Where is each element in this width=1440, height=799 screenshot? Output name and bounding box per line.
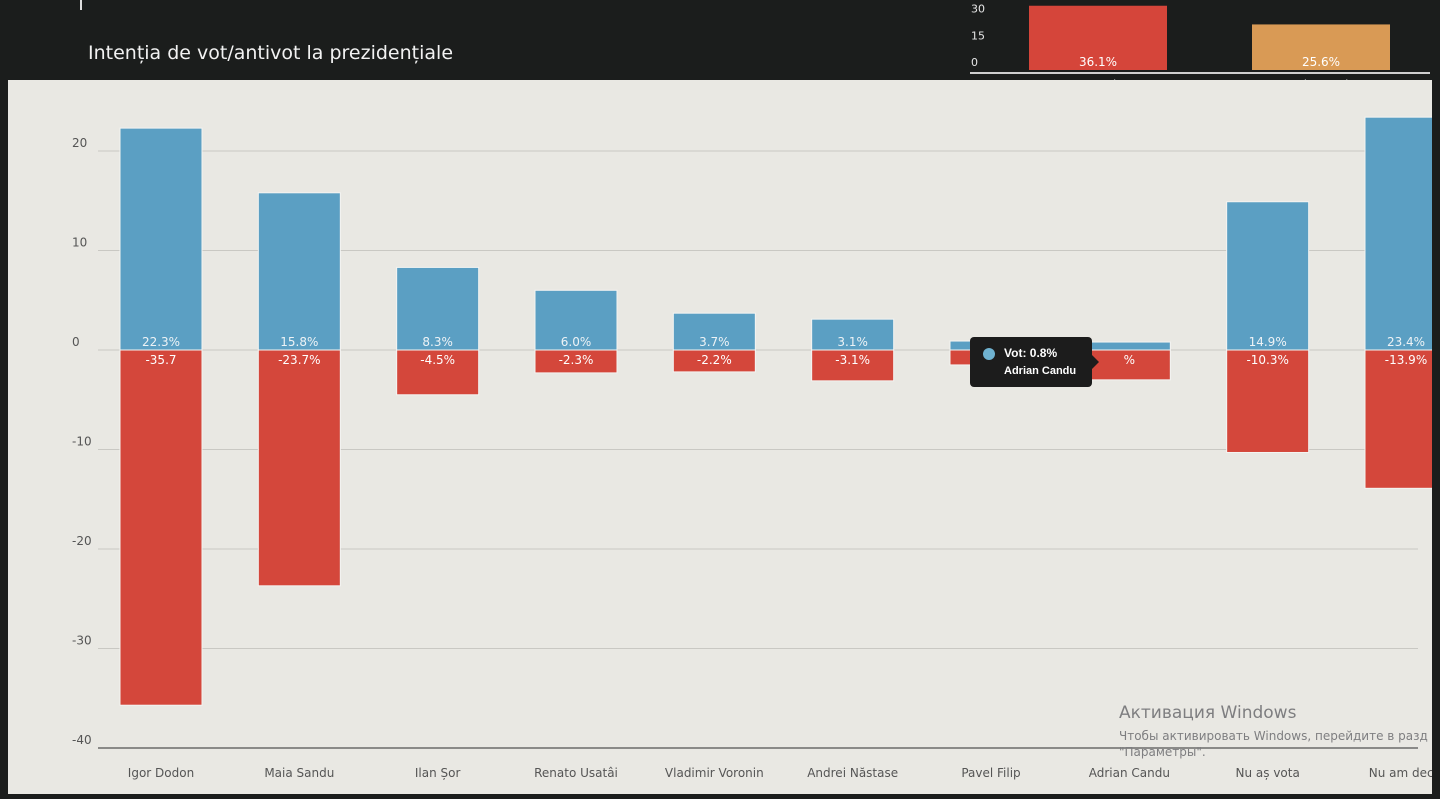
vote-bar bbox=[396, 266, 480, 351]
series-color-dot bbox=[983, 348, 995, 360]
vote-data-label: 22.3% bbox=[142, 335, 180, 349]
vote-bar bbox=[257, 192, 341, 351]
vote-antivote-chart: 20 10 0 -10 -20 -30 -40 22.3% -35.7 Igor Dodon 15.… bbox=[72, 116, 1440, 780]
x-tick-label: Renato Usatâi bbox=[534, 766, 618, 780]
antivote-bar bbox=[1226, 349, 1310, 453]
antivote-data-label: -2.3% bbox=[559, 353, 594, 367]
chart-tooltip: Vot: 0.8% Adrian Candu bbox=[970, 337, 1099, 387]
mini-bar bbox=[1252, 24, 1390, 70]
x-tick-label: Ilan Șor bbox=[415, 766, 461, 780]
x-tick-label: Andrei Năstase bbox=[807, 766, 898, 780]
vote-data-label: 15.8% bbox=[280, 335, 318, 349]
vote-data-label: 6.0% bbox=[561, 335, 592, 349]
antivote-data-label: -4.5% bbox=[420, 353, 455, 367]
antivote-data-label: -3.1% bbox=[835, 353, 870, 367]
antivote-bar bbox=[672, 349, 756, 373]
antivote-bar bbox=[396, 349, 480, 396]
vote-data-label: 23.4% bbox=[1387, 335, 1425, 349]
vote-bar bbox=[1087, 341, 1171, 351]
y-tick-label: -20 bbox=[72, 534, 92, 548]
antivote-data-label: -35.7 bbox=[145, 353, 176, 367]
antivote-data-label: -2.2% bbox=[697, 353, 732, 367]
vote-bar bbox=[811, 318, 895, 351]
antivote-bar bbox=[119, 349, 203, 706]
watermark-line-2: "Параметры". bbox=[1119, 745, 1206, 759]
y-tick-label: -30 bbox=[72, 634, 92, 648]
vote-data-label: 14.9% bbox=[1249, 335, 1287, 349]
watermark-title: Активация Windows bbox=[1119, 703, 1297, 723]
y-tick-label: -10 bbox=[72, 435, 92, 449]
vote-bar bbox=[119, 127, 203, 351]
watermark-line-1: Чтобы активировать Windows, перейдите в … bbox=[1119, 729, 1428, 743]
vote-data-label: 3.7% bbox=[699, 335, 730, 349]
mini-data-label: 36.1% bbox=[1079, 55, 1117, 69]
vote-bar bbox=[1364, 116, 1440, 351]
vote-bar bbox=[534, 289, 618, 351]
mini-data-label: 25.6% bbox=[1302, 55, 1340, 69]
y-tick-label: -40 bbox=[72, 733, 92, 747]
antivote-data-label: % bbox=[1124, 353, 1135, 367]
mini-bar bbox=[1029, 5, 1167, 71]
x-tick-label: Vladimir Voronin bbox=[665, 766, 764, 780]
windows-activation-watermark: Активация Windows Чтобы активировать Win… bbox=[1119, 703, 1428, 759]
antivote-bar bbox=[257, 349, 341, 587]
tooltip-arrow bbox=[1092, 355, 1099, 369]
mini-y-tick-label: 30 bbox=[971, 3, 985, 16]
antivote-bar bbox=[811, 349, 895, 382]
axis-tick-mark bbox=[80, 0, 82, 10]
mini-y-tick-label: 15 bbox=[971, 29, 985, 42]
antivote-data-label: -10.3% bbox=[1246, 353, 1288, 367]
x-tick-label: Maia Sandu bbox=[264, 766, 334, 780]
antivote-data-label: -13.9% bbox=[1385, 353, 1427, 367]
y-tick-label: 0 bbox=[72, 335, 80, 349]
x-tick-label: Pavel Filip bbox=[961, 766, 1020, 780]
antivote-bar bbox=[534, 349, 618, 374]
y-tick-label: 10 bbox=[72, 236, 87, 250]
vote-bar bbox=[1226, 201, 1310, 351]
x-tick-label: Nu am decis bbox=[1369, 766, 1432, 780]
x-tick-label: Igor Dodon bbox=[128, 766, 194, 780]
vote-data-label: 3.1% bbox=[837, 335, 868, 349]
x-tick-label: Adrian Candu bbox=[1089, 766, 1170, 780]
y-tick-label: 20 bbox=[72, 136, 87, 150]
mini-y-tick-label: 0 bbox=[971, 56, 978, 69]
vote-data-label: 8.3% bbox=[422, 335, 453, 349]
x-tick-label: Nu aș vota bbox=[1236, 766, 1300, 780]
chart-panel: 20 10 0 -10 -20 -30 -40 22.3% -35.7 Igor Dodon 15.… bbox=[8, 80, 1440, 794]
antivote-bar bbox=[1364, 349, 1440, 489]
tooltip-category: Adrian Candu bbox=[1004, 365, 1077, 377]
tooltip-value: Vot: 0.8% bbox=[1004, 346, 1058, 360]
chart-title: Intenția de vot/antivot la prezidențiale bbox=[88, 42, 454, 64]
antivote-data-label: -23.7% bbox=[278, 353, 320, 367]
